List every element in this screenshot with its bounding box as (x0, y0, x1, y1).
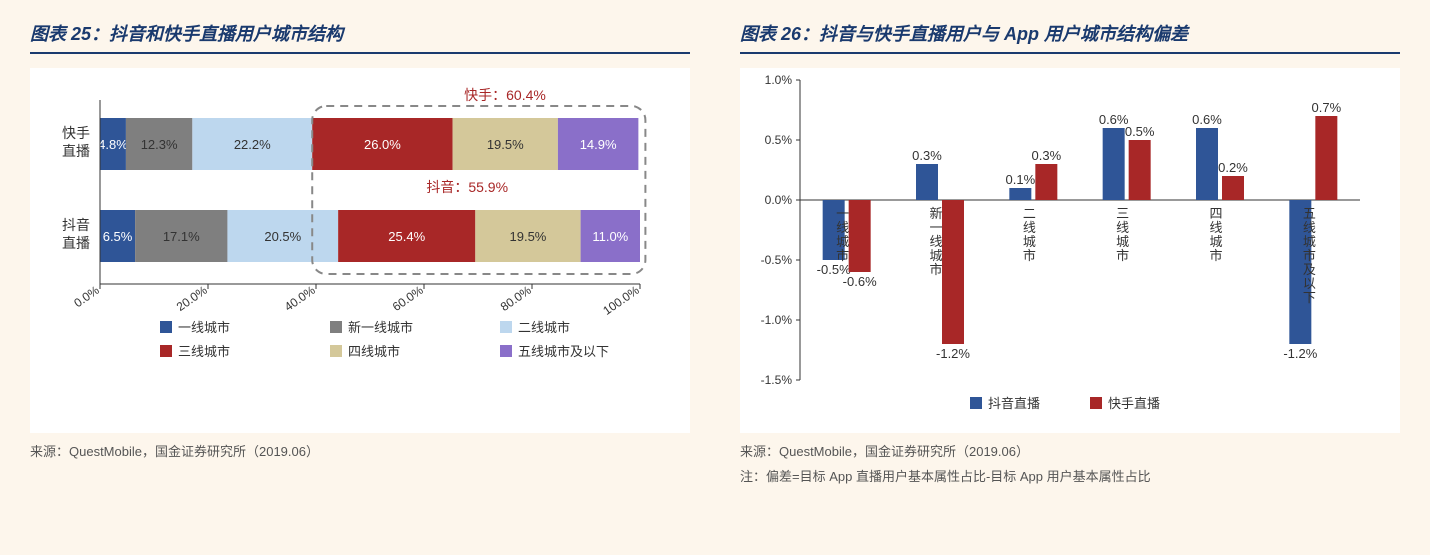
segment-label: 19.5% (487, 137, 524, 152)
y-tick-label: 1.0% (765, 73, 793, 87)
bar-value-label: -1.2% (936, 346, 970, 361)
y-tick-label: 0.0% (765, 193, 793, 207)
y-axis-label: 直播 (62, 143, 90, 159)
x-category-label: 市 (1303, 248, 1316, 263)
bar-value-label: 0.5% (1125, 124, 1155, 139)
chart25-title: 图表 25：抖音和快手直播用户城市结构 (30, 20, 690, 54)
x-category-label: 市 (1116, 248, 1129, 263)
bar-value-label: -1.2% (1283, 346, 1317, 361)
bar-value-label: 0.2% (1218, 160, 1248, 175)
x-category-label: 线 (929, 234, 942, 249)
x-category-label: 一 (836, 206, 849, 221)
x-category-label: 三 (1116, 206, 1129, 221)
x-category-label: 四 (1209, 206, 1222, 221)
chart25: 4.8% 12.3% 22.2% 26.0% 19.5% 14.9% 快手直播 6.5% 17.… (30, 68, 690, 433)
bar-value-label: -0.6% (843, 274, 877, 289)
bar (1196, 128, 1218, 200)
bar (1009, 188, 1031, 200)
bar (942, 200, 964, 344)
chart26-source: 来源：QuestMobile，国金证券研究所（2019.06） (740, 441, 1400, 460)
legend-label: 一线城市 (178, 320, 230, 335)
segment-label: 6.5% (103, 229, 133, 244)
legend-swatch (330, 345, 342, 357)
chart26-svg: -1.5%-1.0%-0.5%0.0%0.5%1.0%-0.5%-0.6%一线城… (740, 68, 1380, 428)
bar (916, 164, 938, 200)
bar-value-label: 0.3% (912, 148, 942, 163)
legend-swatch (970, 397, 982, 409)
legend-swatch (330, 321, 342, 333)
x-category-label: 城 (1209, 234, 1222, 249)
y-tick-label: 0.5% (765, 133, 793, 147)
chart26-title: 图表 26：抖音与快手直播用户与 App 用户城市结构偏差 (740, 20, 1400, 54)
x-category-label: 二 (1023, 206, 1036, 221)
x-category-label: 市 (836, 248, 849, 263)
legend-label: 新一线城市 (348, 320, 413, 335)
segment-label: 25.4% (388, 229, 425, 244)
left-panel: 图表 25：抖音和快手直播用户城市结构 4.8% 12.3% 22.2% 26.0% 1… (30, 20, 690, 485)
x-category-label: 市 (1209, 248, 1222, 263)
x-category-label: 线 (1023, 220, 1036, 235)
legend-label: 快手直播 (1108, 396, 1160, 411)
legend-swatch (1090, 397, 1102, 409)
x-category-label: 线 (1209, 220, 1222, 235)
x-category-label: 下 (1303, 290, 1316, 305)
x-category-label: 市 (1023, 248, 1036, 263)
bar-value-label: 0.1% (1006, 172, 1036, 187)
bar (1315, 116, 1337, 200)
chart25-source: 来源：QuestMobile，国金证券研究所（2019.06） (30, 441, 690, 460)
chart26: -1.5%-1.0%-0.5%0.0%0.5%1.0%-0.5%-0.6%一线城… (740, 68, 1400, 433)
x-category-label: 城 (1303, 234, 1316, 249)
segment-label: 19.5% (510, 229, 547, 244)
legend-label: 四线城市 (348, 344, 400, 359)
legend-label: 五线城市及以下 (518, 344, 609, 359)
annotation: 快手：60.4% (464, 87, 546, 103)
legend-label: 抖音直播 (988, 396, 1040, 411)
x-category-label: 一 (929, 220, 942, 235)
x-category-label: 城 (1116, 234, 1129, 249)
bar-value-label: 0.7% (1312, 100, 1342, 115)
segment-label: 12.3% (141, 137, 178, 152)
y-axis-label: 抖音 (62, 217, 90, 233)
legend-swatch (160, 345, 172, 357)
segment-label: 20.5% (264, 229, 301, 244)
x-category-label: 线 (836, 220, 849, 235)
x-category-label: 以 (1303, 276, 1316, 291)
segment-label: 14.9% (580, 137, 617, 152)
bar (1103, 128, 1125, 200)
annotation: 抖音：55.9% (426, 179, 508, 195)
x-category-label: 新 (929, 206, 942, 221)
legend-label: 二线城市 (518, 320, 570, 335)
x-category-label: 线 (1116, 220, 1129, 235)
bar-value-label: 0.6% (1192, 112, 1222, 127)
segment-label: 26.0% (364, 137, 401, 152)
chart26-note: 注：偏差=目标 App 直播用户基本属性占比-目标 App 用户基本属性占比 (740, 466, 1400, 485)
bar (1035, 164, 1057, 200)
chart25-svg: 4.8% 12.3% 22.2% 26.0% 19.5% 14.9% 快手直播 6.5% 17.… (30, 68, 670, 428)
x-category-label: 线 (1303, 220, 1316, 235)
y-tick-label: -0.5% (761, 253, 793, 267)
bar (1222, 176, 1244, 200)
x-category-label: 五 (1303, 206, 1316, 221)
right-panel: 图表 26：抖音与快手直播用户与 App 用户城市结构偏差 -1.5% -1.0%… (740, 20, 1400, 485)
segment-label: 17.1% (163, 229, 200, 244)
y-tick-label: -1.0% (761, 313, 793, 327)
segment-label: 4.8% (98, 137, 128, 152)
bar (1129, 140, 1151, 200)
x-category-label: 城 (929, 248, 942, 263)
bar (849, 200, 871, 272)
x-category-label: 城 (1023, 234, 1036, 249)
legend-swatch (500, 321, 512, 333)
x-category-label: 及 (1303, 262, 1316, 277)
legend-swatch (500, 345, 512, 357)
segment-label: 11.0% (592, 229, 628, 244)
legend-swatch (160, 321, 172, 333)
y-axis-label: 直播 (62, 235, 90, 251)
x-category-label: 城 (836, 234, 849, 249)
legend-label: 三线城市 (178, 344, 230, 359)
bar-value-label: 0.3% (1032, 148, 1062, 163)
y-tick-label: -1.5% (761, 373, 793, 387)
x-category-label: 市 (929, 262, 942, 277)
segment-label: 22.2% (234, 137, 271, 152)
y-axis-label: 快手 (62, 125, 90, 141)
